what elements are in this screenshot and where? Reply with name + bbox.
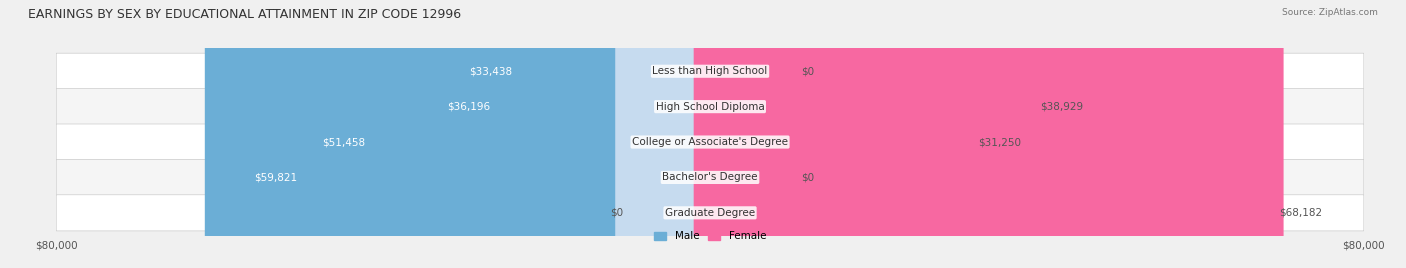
Text: $0: $0 [610,208,623,218]
Text: $0: $0 [801,66,814,76]
Text: Source: ZipAtlas.com: Source: ZipAtlas.com [1282,8,1378,17]
FancyBboxPatch shape [56,159,1364,195]
FancyBboxPatch shape [693,0,1284,268]
Text: Bachelor's Degree: Bachelor's Degree [662,172,758,183]
FancyBboxPatch shape [56,89,1364,125]
FancyBboxPatch shape [205,0,727,268]
FancyBboxPatch shape [693,0,981,268]
FancyBboxPatch shape [273,0,727,268]
FancyBboxPatch shape [398,0,727,268]
FancyBboxPatch shape [616,0,727,268]
Text: Graduate Degree: Graduate Degree [665,208,755,218]
FancyBboxPatch shape [693,0,1045,268]
Text: $38,929: $38,929 [1040,102,1084,112]
Text: $36,196: $36,196 [447,102,491,112]
FancyBboxPatch shape [56,53,1364,89]
Text: Less than High School: Less than High School [652,66,768,76]
Text: $51,458: $51,458 [322,137,366,147]
Text: $68,182: $68,182 [1279,208,1323,218]
FancyBboxPatch shape [693,0,804,268]
Text: $0: $0 [801,172,814,183]
Text: $31,250: $31,250 [977,137,1021,147]
FancyBboxPatch shape [420,0,727,268]
Legend: Male, Female: Male, Female [650,227,770,246]
Text: $33,438: $33,438 [470,66,513,76]
FancyBboxPatch shape [693,0,804,268]
Text: High School Diploma: High School Diploma [655,102,765,112]
Text: College or Associate's Degree: College or Associate's Degree [633,137,787,147]
FancyBboxPatch shape [56,195,1364,231]
Text: EARNINGS BY SEX BY EDUCATIONAL ATTAINMENT IN ZIP CODE 12996: EARNINGS BY SEX BY EDUCATIONAL ATTAINMEN… [28,8,461,21]
Text: $59,821: $59,821 [254,172,297,183]
FancyBboxPatch shape [56,124,1364,160]
